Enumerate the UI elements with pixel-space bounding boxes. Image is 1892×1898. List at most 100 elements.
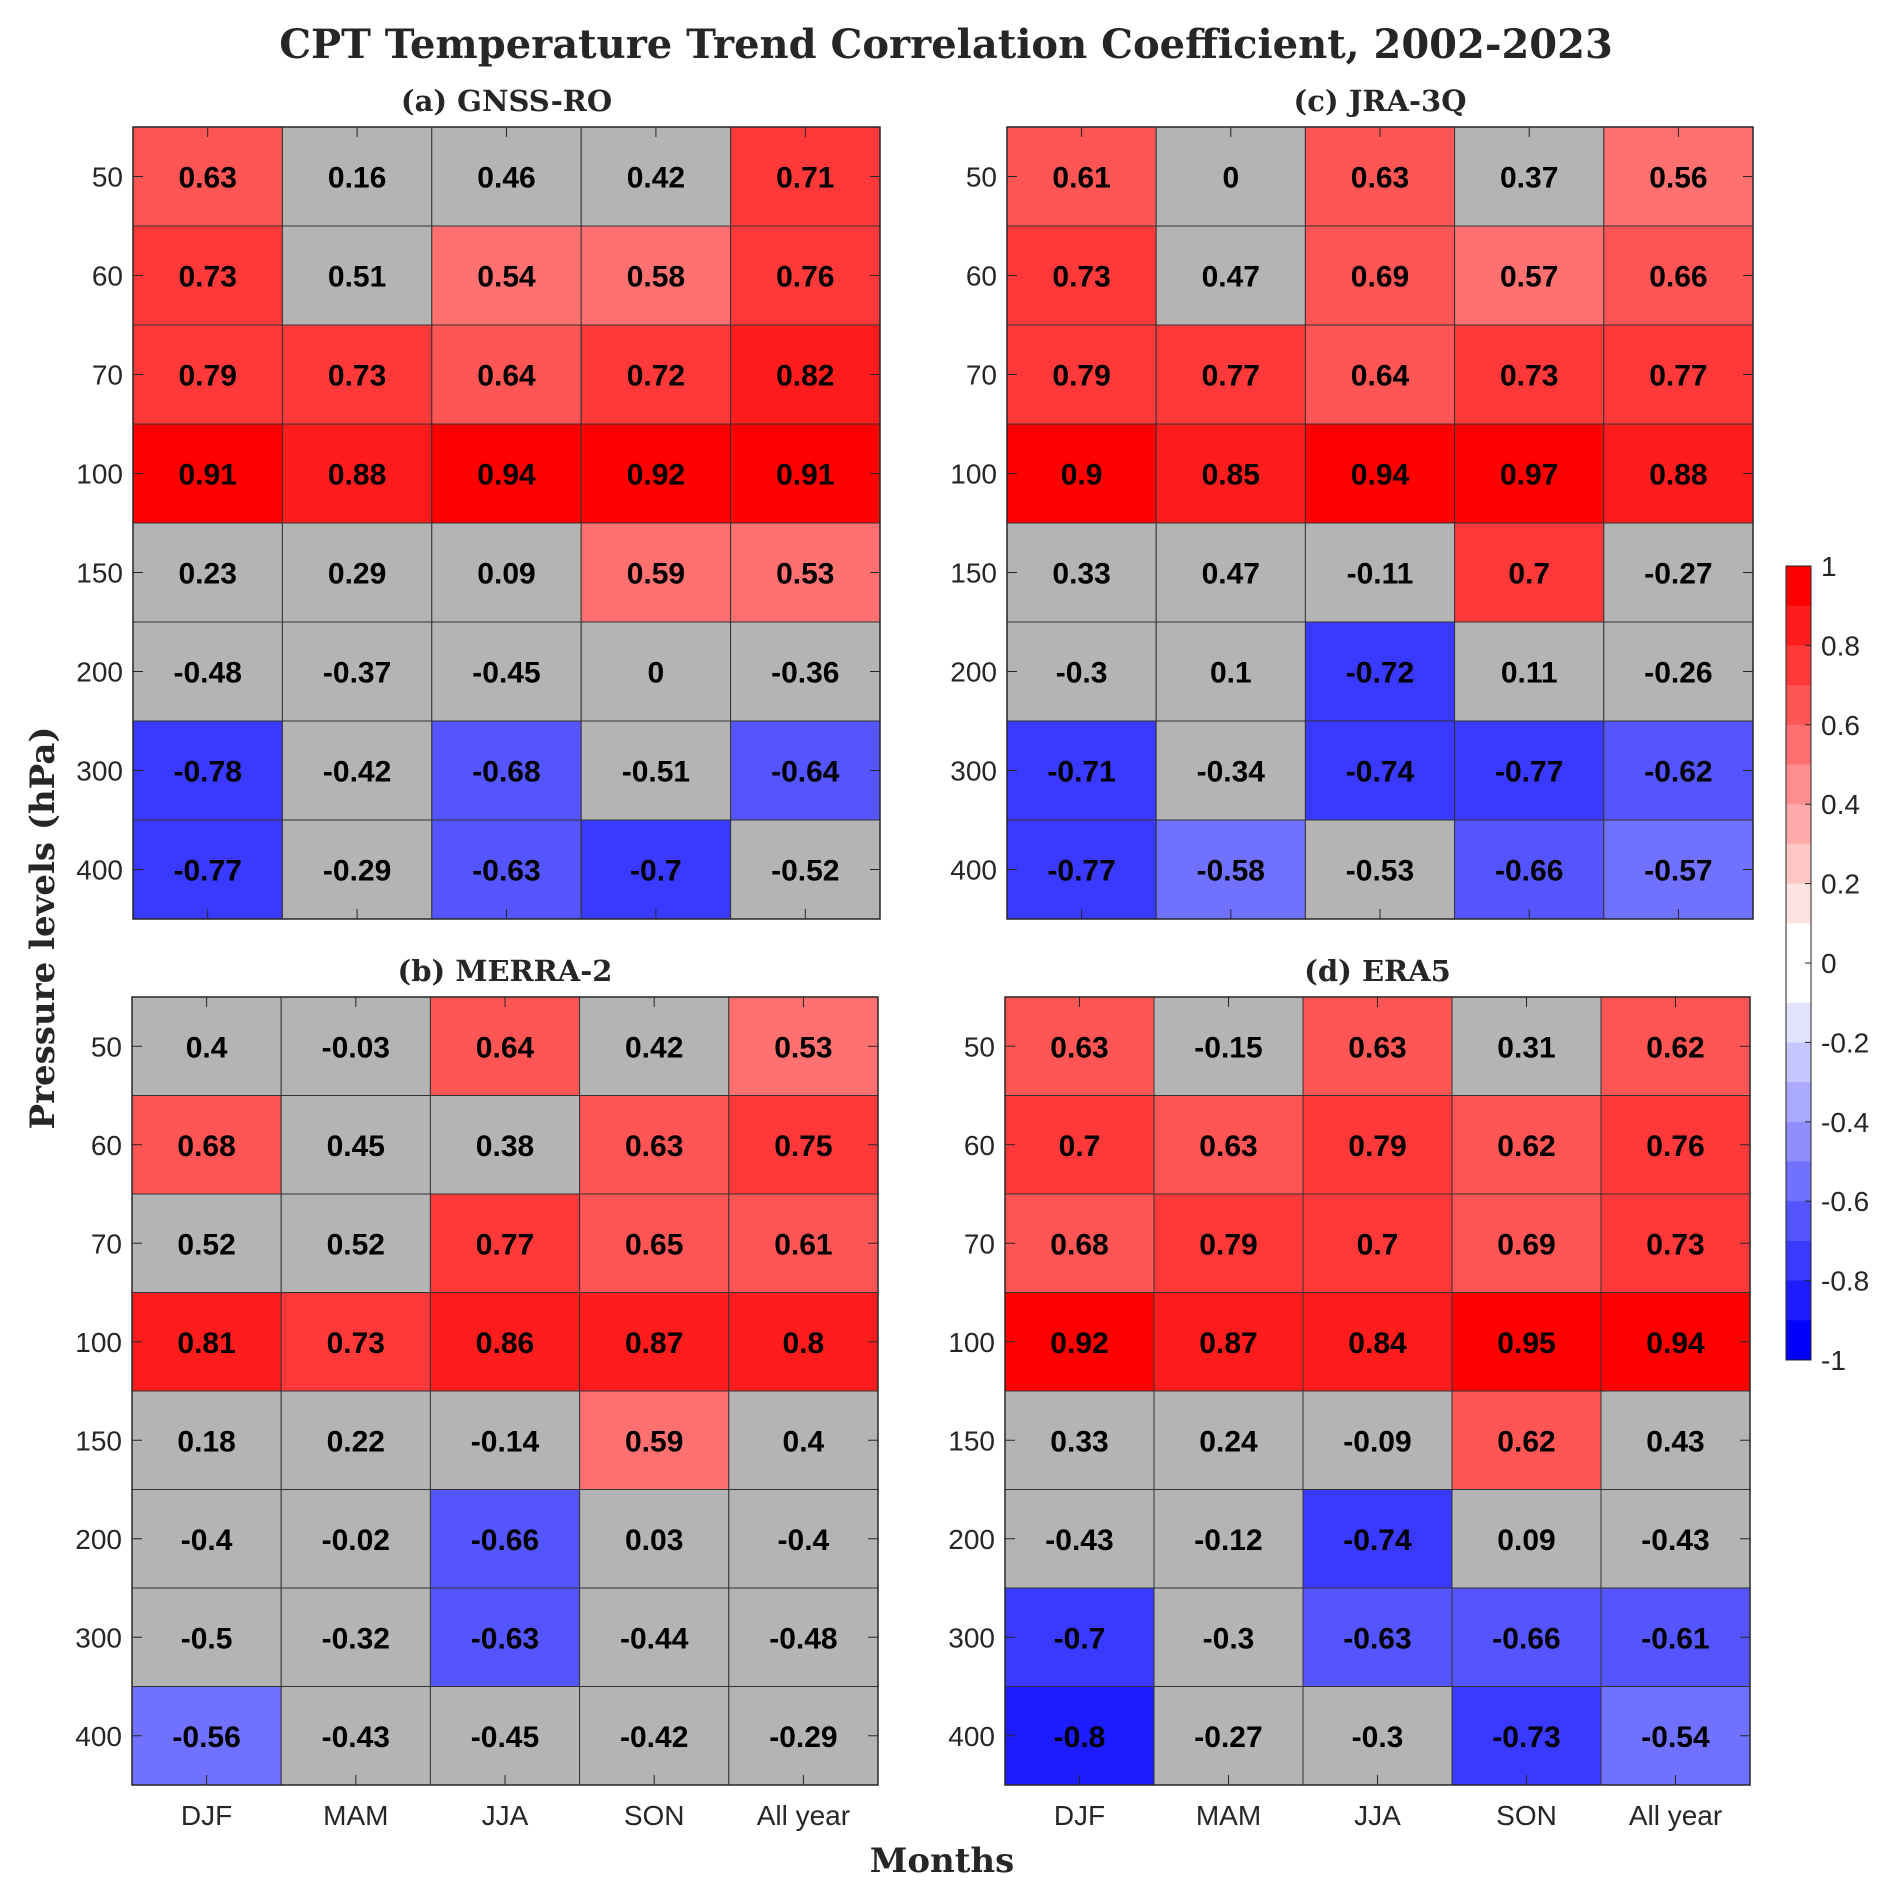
heatmap-cell <box>132 819 283 920</box>
cell-value-label: 0.77 <box>1649 360 1707 393</box>
heatmap-cell <box>1304 225 1456 326</box>
heatmap-cell <box>1304 621 1456 722</box>
cell-value-label: 0.7 <box>1059 1130 1101 1163</box>
cell-value-label: 0.61 <box>1052 162 1110 195</box>
colorbar-tick-label: -0.4 <box>1821 1107 1869 1138</box>
cell-value-label: 0.65 <box>625 1228 683 1261</box>
colorbar-segment <box>1786 605 1811 646</box>
cell-value-label: -0.09 <box>1343 1425 1411 1458</box>
cell-value-label: -0.64 <box>771 756 840 789</box>
cell-value-label: 0.91 <box>179 459 237 492</box>
heatmap-cell <box>280 1587 431 1687</box>
cell-value-label: -0.52 <box>771 855 839 888</box>
x-tick-label: DJF <box>181 1800 232 1831</box>
panel-title: (a) GNSS-RO <box>401 84 612 118</box>
cell-value-label: 0.79 <box>1052 360 1110 393</box>
heatmap-cell <box>280 1292 431 1392</box>
cell-value-label: 0.73 <box>1052 261 1110 294</box>
heatmap-cell <box>1153 996 1304 1096</box>
heatmap-cell <box>1600 1292 1751 1392</box>
x-tick-label: DJF <box>1054 1800 1105 1831</box>
y-tick-label: 200 <box>75 1524 122 1555</box>
cell-value-label: -0.27 <box>1644 558 1712 591</box>
cell-value-label: 0.97 <box>1500 459 1558 492</box>
x-tick-label: MAM <box>1196 1800 1261 1831</box>
heatmap-cell <box>728 1686 879 1786</box>
cell-value-label: 0.59 <box>627 558 685 591</box>
y-tick-label: 400 <box>948 1721 995 1752</box>
colorbar-segment <box>1786 724 1811 765</box>
heatmap-cell <box>280 1686 431 1786</box>
y-tick-label: 100 <box>950 459 997 490</box>
heatmap-cell <box>1153 1193 1304 1293</box>
heatmap-cell <box>431 324 582 425</box>
colorbar-segment <box>1786 1042 1811 1083</box>
cell-value-label: 0.94 <box>477 459 536 492</box>
colorbar-tick-label: -1 <box>1821 1345 1846 1376</box>
cell-value-label: -0.54 <box>1641 1721 1710 1754</box>
cell-value-label: 0.4 <box>186 1031 228 1064</box>
heatmap-cell <box>429 1686 581 1786</box>
cell-value-label: -0.43 <box>322 1721 390 1754</box>
y-tick-label: 200 <box>76 657 123 688</box>
colorbar-tick-label: 0.4 <box>1821 789 1860 820</box>
cell-value-label: -0.26 <box>1644 657 1712 690</box>
cell-value-label: 0.68 <box>1050 1228 1108 1261</box>
heatmap-cell <box>1600 996 1751 1096</box>
heatmap-cell <box>1304 324 1456 425</box>
cell-value-label: -0.3 <box>1056 657 1108 690</box>
cell-value-label: -0.42 <box>323 756 391 789</box>
cell-value-label: 0.52 <box>177 1228 235 1261</box>
heatmap-cell <box>429 1193 581 1293</box>
heatmap-cell <box>131 1390 282 1490</box>
heatmap-cell <box>1451 1193 1602 1293</box>
cell-value-label: 0.56 <box>1649 162 1707 195</box>
cell-value-label: 0.53 <box>776 558 834 591</box>
heatmap-cell <box>431 423 582 524</box>
heatmap-cell <box>1600 1390 1751 1490</box>
cell-value-label: 0.75 <box>774 1130 832 1163</box>
y-tick-label: 70 <box>91 1228 122 1259</box>
cell-value-label: -0.32 <box>322 1622 390 1655</box>
cell-value-label: 0.85 <box>1202 459 1260 492</box>
panel-1: (c) JRA-3Q 0.61 0 0.63 0.37 0.56 0.73 0.47 0.69 0… <box>950 84 1754 920</box>
heatmap-cell <box>1603 324 1754 425</box>
cell-value-label: -0.71 <box>1047 756 1115 789</box>
cell-value-label: 0.43 <box>1646 1425 1704 1458</box>
cell-value-label: -0.43 <box>1045 1524 1113 1557</box>
x-tick-label: SON <box>1496 1800 1557 1831</box>
heatmap-cell <box>131 1193 282 1293</box>
cell-value-label: -0.45 <box>472 657 540 690</box>
y-tick-label: 60 <box>91 1130 122 1161</box>
cell-value-label: 0.46 <box>477 162 535 195</box>
cell-value-label: 0.7 <box>1508 558 1550 591</box>
colorbar-segment <box>1786 1002 1811 1043</box>
panel-3: (d) ERA5 0.63 -0.15 0.63 0.31 0.62 0.7 0.63 0.79… <box>948 954 1751 1831</box>
cell-value-label: 0.54 <box>477 261 536 294</box>
cell-value-label: 0.45 <box>327 1130 385 1163</box>
heatmap-cell <box>1004 1489 1155 1589</box>
y-tick-label: 60 <box>966 261 997 292</box>
heatmap-cell <box>132 720 283 821</box>
colorbar-segment <box>1786 645 1811 686</box>
cell-value-label: 0.79 <box>1348 1130 1406 1163</box>
panel-title: (c) JRA-3Q <box>1294 84 1467 118</box>
cell-value-label: -0.02 <box>322 1524 390 1557</box>
heatmap-cell <box>1153 1489 1304 1589</box>
y-tick-label: 100 <box>76 459 123 490</box>
x-tick-label: JJA <box>482 1800 529 1831</box>
cell-value-label: 0.94 <box>1646 1327 1705 1360</box>
cell-value-label: 0.53 <box>774 1031 832 1064</box>
cell-value-label: 0.52 <box>327 1228 385 1261</box>
heatmap-cell <box>1153 1095 1304 1195</box>
cell-value-label: 0.73 <box>1646 1228 1704 1261</box>
cell-value-label: -0.42 <box>620 1721 688 1754</box>
cell-value-label: 0 <box>648 657 665 690</box>
heatmap-cell <box>1155 225 1306 326</box>
heatmap-cell <box>579 996 730 1096</box>
cell-value-label: -0.77 <box>174 855 242 888</box>
cell-value-label: -0.66 <box>471 1524 539 1557</box>
heatmap-cell <box>429 1095 581 1195</box>
colorbar-tick-label: -0.6 <box>1821 1186 1869 1217</box>
cell-value-label: 0.94 <box>1351 459 1410 492</box>
